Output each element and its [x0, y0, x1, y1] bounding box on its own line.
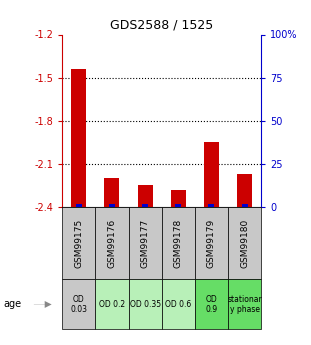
Bar	[204, 142, 219, 207]
Text: GSM99178: GSM99178	[174, 219, 183, 268]
Bar	[109, 204, 115, 207]
Text: GSM99176: GSM99176	[108, 219, 116, 268]
Text: GSM99177: GSM99177	[141, 219, 150, 268]
Bar	[175, 204, 181, 207]
Bar	[237, 174, 252, 207]
Title: GDS2588 / 1525: GDS2588 / 1525	[110, 19, 213, 32]
Bar	[242, 204, 248, 207]
Text: OD 0.6: OD 0.6	[165, 300, 192, 309]
Text: OD
0.03: OD 0.03	[70, 295, 87, 314]
Bar	[71, 69, 86, 207]
Bar	[142, 204, 148, 207]
Bar	[138, 186, 153, 207]
Bar	[76, 204, 82, 207]
Text: stationar
y phase: stationar y phase	[227, 295, 262, 314]
Bar	[208, 204, 215, 207]
Text: GSM99175: GSM99175	[74, 219, 83, 268]
Text: OD 0.35: OD 0.35	[130, 300, 161, 309]
Text: OD
0.9: OD 0.9	[206, 295, 217, 314]
Text: GSM99179: GSM99179	[207, 219, 216, 268]
Bar	[104, 178, 119, 207]
Text: age: age	[3, 299, 21, 309]
Bar	[171, 190, 186, 207]
Text: OD 0.2: OD 0.2	[99, 300, 125, 309]
Text: GSM99180: GSM99180	[240, 219, 249, 268]
